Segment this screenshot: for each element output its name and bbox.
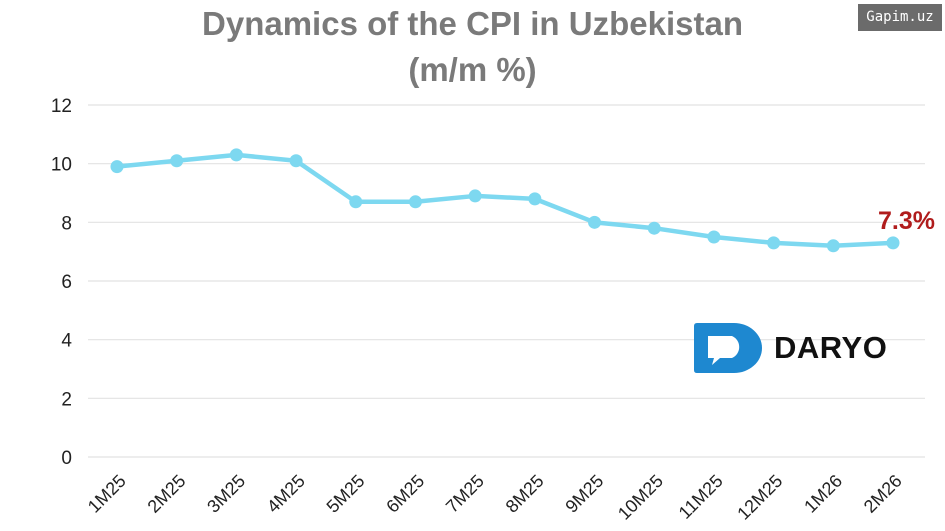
x-tick-label: 12M25 bbox=[733, 471, 786, 524]
data-point bbox=[886, 236, 900, 250]
daryo-logo-text: DARYO bbox=[774, 330, 888, 365]
x-tick-label: 10M25 bbox=[614, 471, 667, 524]
data-point bbox=[767, 236, 781, 250]
y-tick-label: 2 bbox=[61, 389, 72, 410]
data-point bbox=[289, 154, 303, 168]
daryo-logo: DARYO bbox=[694, 323, 887, 373]
y-tick-label: 6 bbox=[61, 272, 72, 293]
data-point bbox=[826, 239, 840, 253]
y-tick-label: 12 bbox=[51, 96, 72, 117]
data-point bbox=[229, 148, 243, 162]
y-tick-label: 4 bbox=[61, 331, 72, 352]
chart-title: Dynamics of the CPI in Uzbekistan bbox=[202, 5, 743, 42]
x-tick-label: 7M25 bbox=[442, 471, 488, 517]
x-tick-label: 11M25 bbox=[675, 471, 727, 523]
watermark: Gapim.uz bbox=[858, 4, 942, 31]
x-tick-label: 8M25 bbox=[502, 471, 548, 517]
x-tick-label: 4M25 bbox=[263, 471, 309, 517]
data-point bbox=[707, 230, 721, 244]
x-tick-label: 2M25 bbox=[144, 471, 190, 517]
data-point bbox=[528, 192, 542, 206]
daryo-logo-icon bbox=[694, 323, 762, 373]
x-tick-label: 9M25 bbox=[561, 471, 607, 517]
data-point bbox=[647, 221, 661, 235]
x-tick-label: 6M25 bbox=[382, 471, 428, 517]
y-tick-label: 10 bbox=[51, 155, 72, 176]
data-point bbox=[110, 160, 124, 174]
chart-subtitle: (m/m %) bbox=[408, 51, 537, 88]
x-tick-label: 1M26 bbox=[800, 471, 846, 517]
data-point bbox=[588, 215, 602, 229]
data-point bbox=[349, 195, 363, 209]
y-tick-label: 0 bbox=[61, 448, 72, 469]
y-tick-label: 8 bbox=[61, 213, 72, 234]
data-point bbox=[468, 189, 482, 203]
series-line bbox=[116, 152, 894, 249]
x-tick-label: 2M26 bbox=[860, 471, 906, 517]
data-point bbox=[408, 195, 422, 209]
data-label-last: 7.3% bbox=[878, 207, 935, 235]
data-point bbox=[170, 154, 184, 168]
x-tick-label: 1M25 bbox=[84, 471, 130, 517]
x-tick-label: 5M25 bbox=[323, 471, 369, 517]
x-tick-label: 3M25 bbox=[203, 471, 249, 517]
